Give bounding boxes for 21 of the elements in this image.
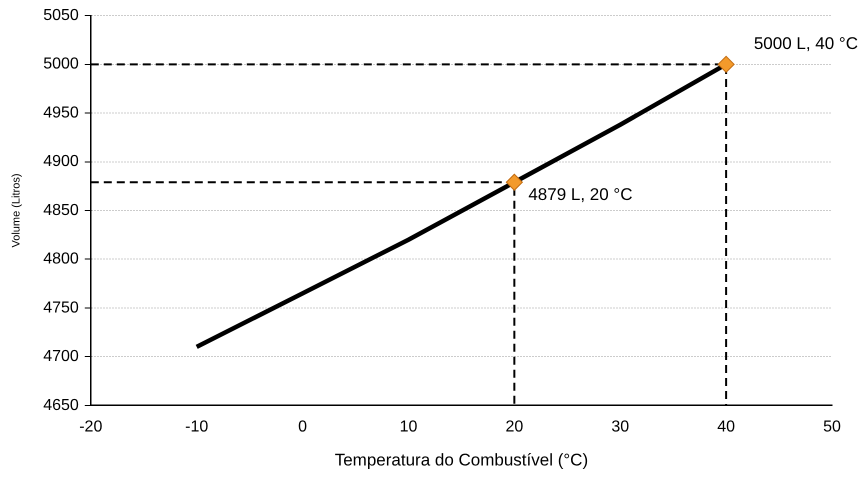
y-tick-label: 4950 — [43, 104, 79, 122]
y-tick-label: 4650 — [43, 396, 79, 414]
y-tick-label: 5050 — [43, 7, 79, 24]
annotation: 5000 L, 40 °C — [754, 34, 858, 54]
x-tick-label: 0 — [298, 418, 308, 436]
x-tick-label: -20 — [79, 418, 102, 436]
x-tick-label: 30 — [611, 418, 630, 436]
y-tick-label: 4850 — [43, 202, 79, 219]
x-tick-label: 10 — [400, 418, 418, 436]
x-tick-label: 20 — [505, 418, 524, 436]
y-tick-label: 4750 — [43, 299, 79, 316]
x-tick-label: -10 — [185, 418, 208, 436]
y-tick-label: 4900 — [43, 153, 79, 170]
y-tick-label: 5000 — [43, 56, 79, 73]
x-tick-label: 40 — [717, 418, 736, 436]
y-tick-label: 4700 — [43, 348, 79, 366]
y-tick-label: 4800 — [43, 250, 79, 268]
x-axis-title: Temperatura do Combustível (°C) — [334, 450, 588, 470]
y-axis-title: Volume (Litros) — [10, 174, 23, 248]
x-tick-label: 50 — [823, 418, 841, 436]
annotation: 4879 L, 20 °C — [528, 184, 632, 204]
